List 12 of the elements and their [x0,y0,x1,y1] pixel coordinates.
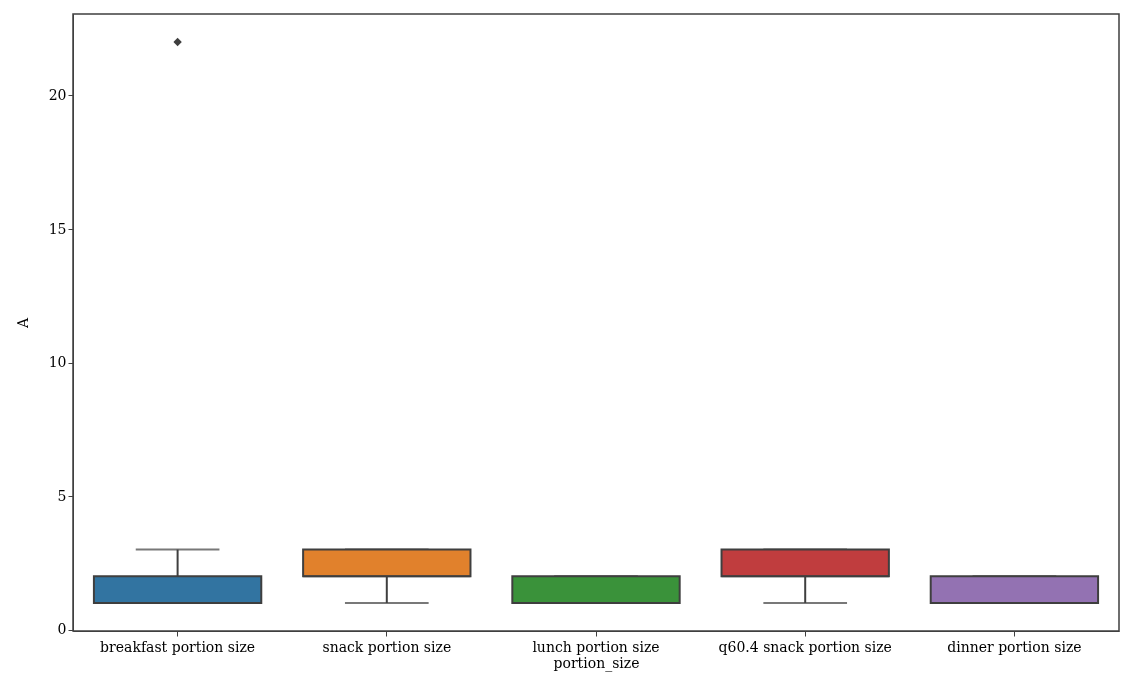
y-tick-label: 5 [57,487,67,504]
x-tick-label: snack portion size [322,638,452,655]
y-tick-label: 0 [57,621,67,638]
x-tick-label: breakfast portion size [100,638,256,655]
y-tick-label: 15 [48,220,67,237]
y-tick-label: 20 [48,86,67,103]
y-tick-label: 10 [48,354,67,371]
x-tick-label: q60.4 snack portion size [718,638,892,655]
x-tick-label: dinner portion size [947,638,1082,655]
y-axis-title: A [14,317,31,330]
x-axis-title: portion_size [553,654,640,672]
x-tick-label: lunch portion size [532,638,660,655]
